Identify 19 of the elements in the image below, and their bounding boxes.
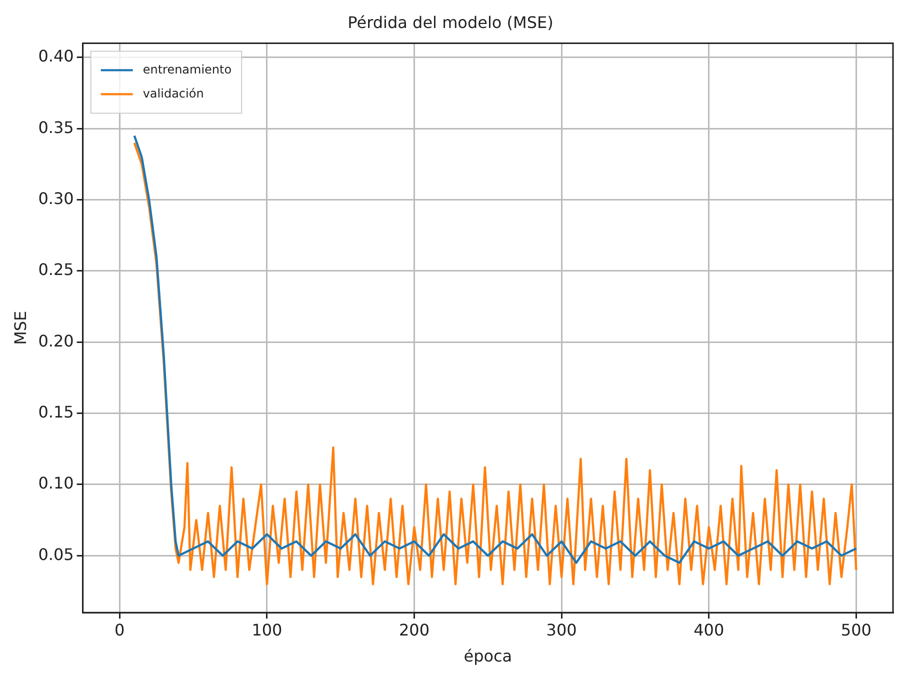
x-tick-label: 0	[114, 620, 125, 640]
y-tick-label: 0.10	[38, 474, 74, 493]
legend-label: entrenamiento	[142, 62, 232, 76]
x-axis-title: época	[464, 646, 512, 666]
y-tick-label: 0.35	[38, 118, 74, 137]
y-tick-label: 0.05	[38, 544, 74, 564]
x-tick-label: 500	[840, 620, 872, 640]
y-axis-title: MSE	[10, 310, 30, 345]
y-tick-label: 0.25	[38, 260, 74, 280]
legend-label: validación	[142, 86, 204, 100]
x-tick-label: 200	[398, 620, 430, 640]
y-tick-label: 0.40	[38, 46, 74, 66]
x-tick-label: 300	[546, 620, 577, 640]
y-tick-label: 0.15	[38, 402, 74, 422]
x-tick-label: 400	[694, 620, 724, 640]
x-tick-label: 100	[252, 620, 282, 640]
chart-title: Pérdida del modelo (MSE)	[348, 12, 554, 32]
y-tick-label: 0.30	[38, 188, 74, 208]
y-tick-label: 0.20	[38, 331, 74, 350]
